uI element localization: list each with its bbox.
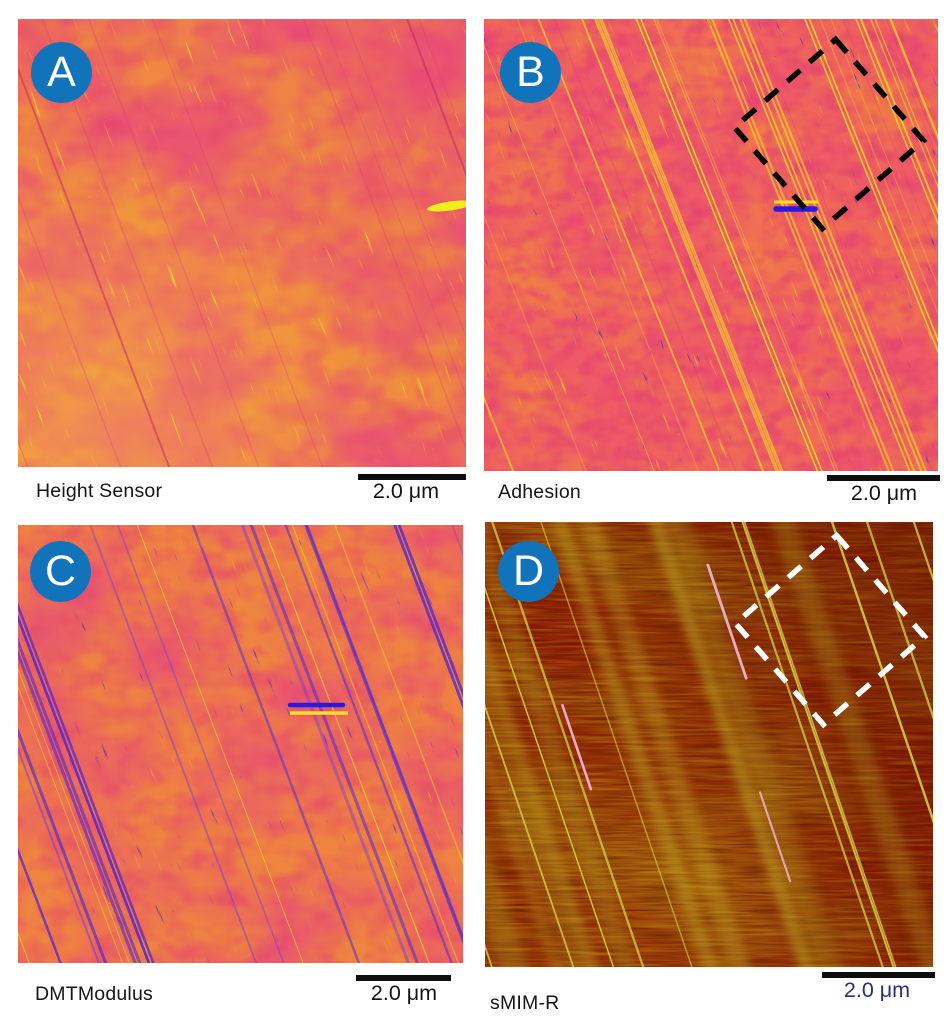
scale-bar-label-a: 2.0 μm bbox=[372, 479, 440, 503]
smim-r-image bbox=[485, 522, 933, 967]
panel-letter-b: B bbox=[516, 48, 545, 96]
scale-bar-label-b: 2.0 μm bbox=[850, 481, 918, 505]
panel-letter-badge-b: B bbox=[500, 42, 561, 103]
panel-letter-badge-a: A bbox=[31, 42, 92, 103]
scale-bar-label-c: 2.0 μm bbox=[370, 981, 438, 1005]
caption-height-sensor: Height Sensor bbox=[36, 480, 163, 502]
roi-dashed-box-white bbox=[731, 531, 929, 729]
adhesion-image bbox=[484, 19, 938, 471]
scale-bar-b bbox=[827, 475, 940, 481]
panel-letter-c: C bbox=[44, 547, 77, 595]
panel-letter-badge-c: C bbox=[30, 541, 91, 602]
panel-letter-badge-d: D bbox=[498, 541, 559, 602]
panel-d-smim-image: D bbox=[485, 522, 933, 967]
caption-smim-r: sMIM-R bbox=[490, 992, 560, 1014]
panel-letter-a: A bbox=[47, 48, 76, 96]
caption-dmtmodulus: DMTModulus bbox=[35, 983, 153, 1005]
roi-dashed-box-black bbox=[730, 35, 928, 233]
scale-bar-d bbox=[822, 972, 935, 978]
scale-bar-c bbox=[356, 975, 451, 981]
panel-letter-d: D bbox=[512, 547, 545, 595]
scale-bar-label-d: 2.0 μm bbox=[843, 978, 911, 1002]
scale-bar-a bbox=[358, 474, 466, 480]
panel-a-afm-image: A bbox=[18, 19, 466, 467]
panel-b-afm-image: B bbox=[484, 19, 938, 471]
panel-c-afm-image: C bbox=[18, 525, 463, 963]
dmtmodulus-image bbox=[18, 525, 463, 963]
caption-adhesion: Adhesion bbox=[498, 481, 581, 503]
height-sensor-image bbox=[18, 19, 466, 467]
